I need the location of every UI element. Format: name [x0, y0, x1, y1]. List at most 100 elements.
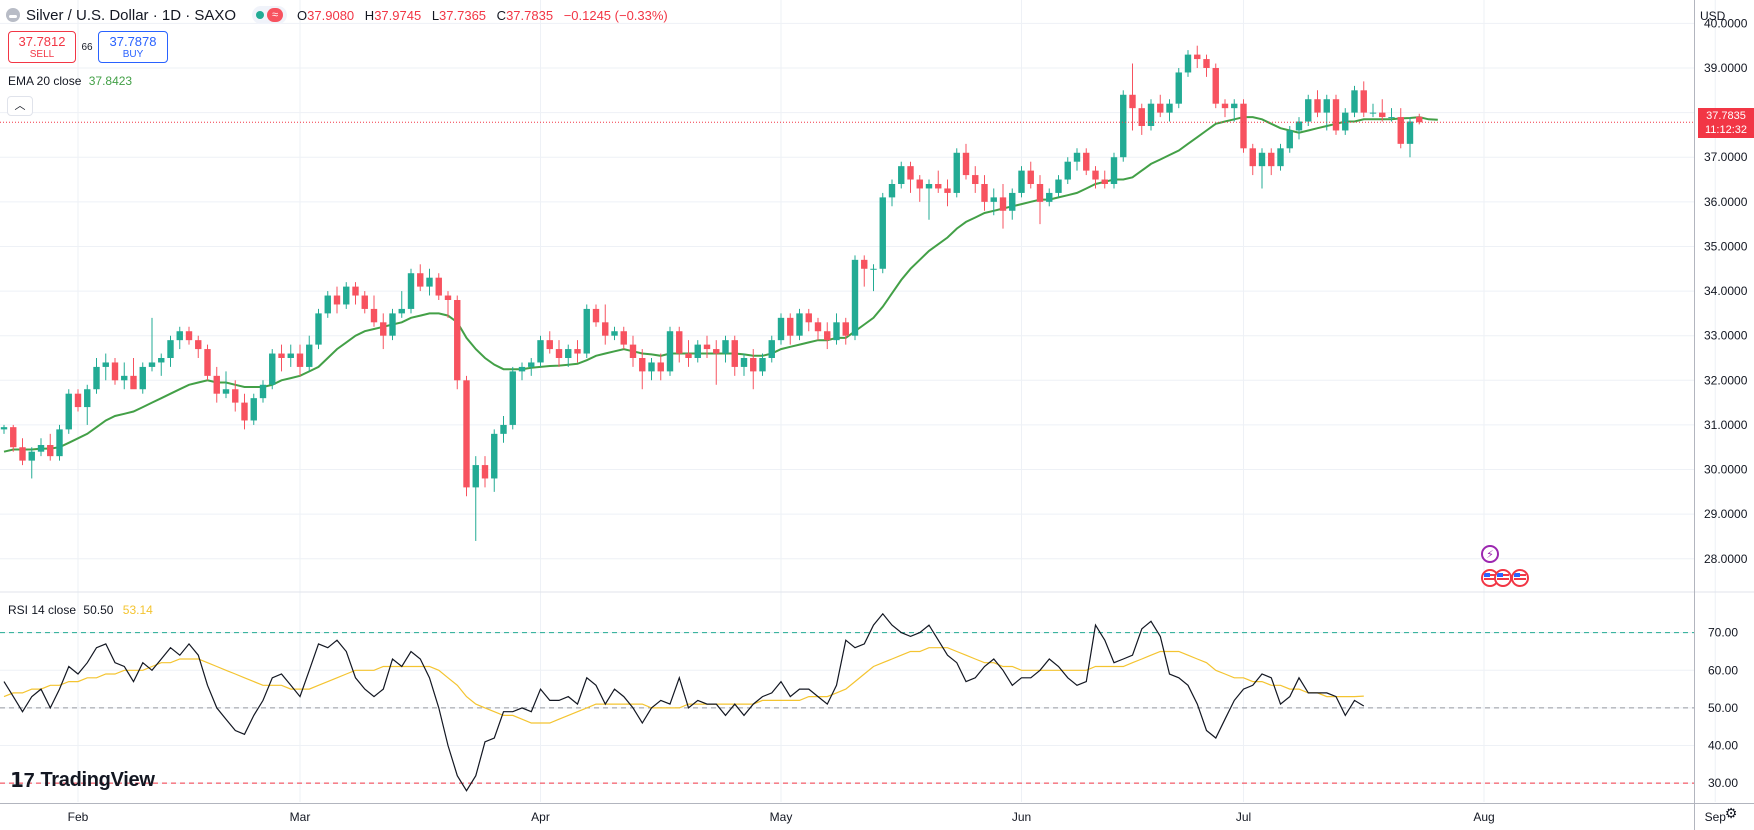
- candle: [629, 335, 637, 367]
- collapse-legend-button[interactable]: ︿: [7, 96, 33, 116]
- candle-body: [56, 429, 63, 457]
- candle-body: [1027, 170, 1034, 184]
- candle: [1286, 126, 1293, 153]
- candle-body: [176, 331, 183, 341]
- spread-value: 66: [81, 41, 93, 53]
- sell-button[interactable]: 37.7812 SELL: [8, 31, 76, 63]
- us-flag-icon[interactable]: [1494, 569, 1512, 587]
- symbol-title[interactable]: Silver / U.S. Dollar · 1D · SAXO: [26, 6, 237, 24]
- candle: [555, 340, 563, 367]
- candle-body: [1323, 99, 1330, 113]
- candle-body: [1314, 99, 1321, 113]
- rsi-legend[interactable]: RSI 14 close 50.50 53.14: [8, 603, 153, 617]
- buy-button[interactable]: 37.7878 BUY: [98, 31, 168, 63]
- candle-body: [842, 322, 849, 336]
- candle: [1175, 68, 1182, 109]
- sell-price: 37.7812: [18, 34, 66, 49]
- candle-body: [1157, 103, 1164, 113]
- candle-body: [1184, 54, 1192, 73]
- rsi-tick-label: 70.00: [1708, 626, 1738, 640]
- candle-body: [546, 340, 553, 350]
- candle-body: [250, 398, 257, 421]
- candle-body: [1194, 54, 1201, 60]
- candle-body: [315, 313, 322, 345]
- bolt-icon[interactable]: ⚡: [1481, 545, 1499, 563]
- candle-body: [1277, 148, 1284, 167]
- candle-body: [1110, 157, 1118, 184]
- candle: [1212, 63, 1219, 109]
- candle-body: [454, 300, 461, 381]
- trade-panel: 37.7812 SELL 66 37.7878 BUY: [8, 31, 168, 63]
- candle-body: [324, 295, 331, 314]
- candle-body: [981, 184, 988, 202]
- time-axis[interactable]: Feb Mar Apr May Jun Jul Aug Sep: [68, 810, 1727, 824]
- rsi-value: 50.50: [83, 603, 114, 617]
- candle-body: [990, 197, 997, 202]
- candle: [537, 335, 544, 367]
- candle-body: [306, 344, 313, 367]
- candle: [842, 317, 849, 345]
- candle-body: [435, 277, 442, 296]
- candle: [1157, 94, 1164, 118]
- candle-body: [222, 389, 230, 394]
- price-tick-label: 40.0000: [1704, 16, 1748, 30]
- candle-body: [537, 340, 544, 363]
- change-value: −0.1245 (−0.33%): [563, 7, 668, 23]
- status-pill[interactable]: ≈: [252, 6, 288, 24]
- candle: [925, 179, 933, 220]
- candle-body: [620, 331, 627, 345]
- candle-body: [407, 273, 415, 309]
- gear-icon[interactable]: ⚙: [1724, 805, 1738, 821]
- tradingview-logo[interactable]: 𝟭7 TradingView: [10, 768, 155, 793]
- candle-body: [879, 197, 886, 269]
- candle: [1129, 63, 1136, 131]
- candle: [824, 322, 831, 350]
- candle-body: [426, 277, 433, 287]
- currency-selector[interactable]: USD: [1700, 9, 1726, 23]
- candle: [491, 429, 498, 492]
- candle-body: [759, 358, 766, 372]
- candle: [1018, 166, 1025, 198]
- candle-body: [1203, 59, 1210, 68]
- candle-body: [574, 349, 581, 354]
- us-flag-icon[interactable]: [1511, 569, 1529, 587]
- candle: [1332, 94, 1340, 135]
- candle: [426, 268, 433, 296]
- candle-body: [1379, 112, 1386, 118]
- candle: [583, 304, 590, 358]
- candle-body: [1083, 152, 1090, 171]
- candle-body: [648, 362, 655, 372]
- candle: [158, 353, 165, 376]
- candle-body: [185, 331, 193, 341]
- candle: [47, 433, 54, 461]
- candle: [639, 349, 646, 390]
- candle-body: [195, 340, 202, 350]
- candle: [176, 326, 183, 350]
- candle: [343, 282, 350, 309]
- candle-body: [491, 433, 498, 479]
- candle: [500, 416, 507, 443]
- candle: [93, 358, 100, 394]
- candle-body: [1369, 112, 1377, 114]
- candle-body: [1129, 94, 1136, 109]
- candle: [999, 184, 1007, 229]
- candle-body: [1406, 121, 1414, 144]
- candle-body: [907, 166, 914, 180]
- candle: [916, 175, 923, 202]
- candles: [0, 45, 1694, 541]
- ema-value: 37.8423: [88, 74, 133, 88]
- candle-body: [204, 349, 211, 376]
- candle: [648, 358, 655, 381]
- candle: [676, 326, 683, 363]
- candle: [1258, 148, 1266, 189]
- time-tick-label: May: [770, 810, 793, 824]
- time-tick-label: Aug: [1473, 810, 1494, 824]
- candle: [407, 268, 415, 314]
- candle: [417, 264, 424, 292]
- candle: [768, 335, 775, 363]
- ema-legend[interactable]: EMA 20 close 37.8423: [8, 74, 132, 88]
- rsi-ma-line: [3, 647, 1364, 724]
- candle-body: [102, 362, 109, 367]
- candle: [1166, 99, 1173, 122]
